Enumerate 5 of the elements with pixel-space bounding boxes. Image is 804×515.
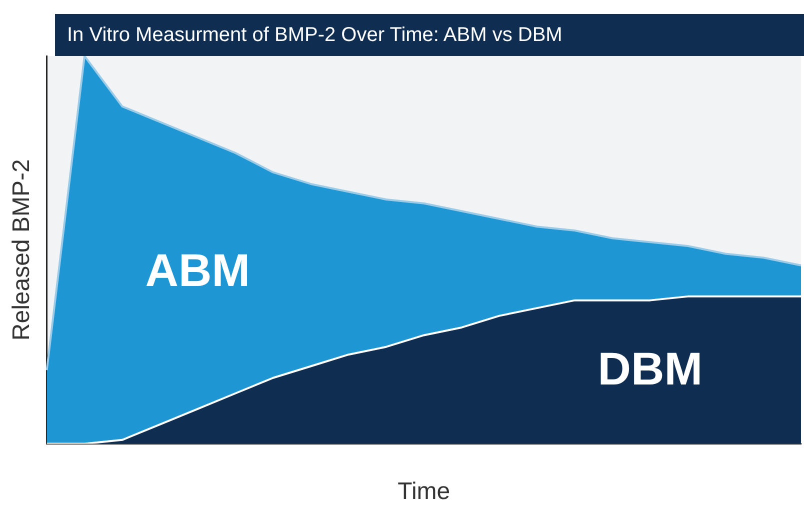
chart-title: In Vitro Measurment of BMP-2 Over Time: ABM vs DBM bbox=[55, 14, 804, 56]
series-label: DBM bbox=[598, 342, 703, 395]
y-axis-title: Released BMP-2 bbox=[8, 159, 36, 341]
x-axis-title: Time bbox=[398, 478, 450, 506]
series-label: ABM bbox=[145, 244, 250, 296]
